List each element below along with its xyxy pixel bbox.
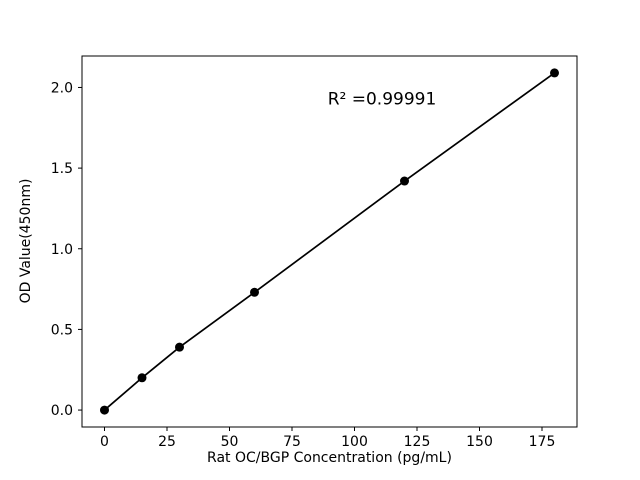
x-tick-label: 125 xyxy=(404,434,431,450)
x-tick-label: 175 xyxy=(529,434,556,450)
data-point xyxy=(250,287,259,297)
y-tick-label: 0.5 xyxy=(51,322,73,338)
x-tick-label: 100 xyxy=(341,434,368,450)
r-squared-annotation: R² =0.99991 xyxy=(328,90,437,110)
data-point xyxy=(400,176,409,186)
x-tick-label: 75 xyxy=(283,434,301,450)
plot-border xyxy=(81,55,578,428)
x-axis-label: Rat OC/BGP Concentration (pg/mL) xyxy=(207,450,452,466)
y-tick-label: 1.0 xyxy=(51,242,73,258)
y-tick-label: 0.0 xyxy=(51,403,73,419)
y-axis-label: OD Value(450nm) xyxy=(18,179,34,304)
data-point xyxy=(137,373,147,383)
x-tick-label: 150 xyxy=(466,434,493,450)
data-point xyxy=(100,405,109,415)
y-tick-label: 1.5 xyxy=(51,161,73,177)
data-point xyxy=(175,342,184,352)
data-point xyxy=(550,68,559,78)
x-tick-label: 0 xyxy=(100,434,109,450)
y-tick-label: 2.0 xyxy=(51,80,73,96)
x-tick-label: 50 xyxy=(221,434,239,450)
x-tick-label: 25 xyxy=(158,434,176,450)
curve-line xyxy=(103,72,555,411)
